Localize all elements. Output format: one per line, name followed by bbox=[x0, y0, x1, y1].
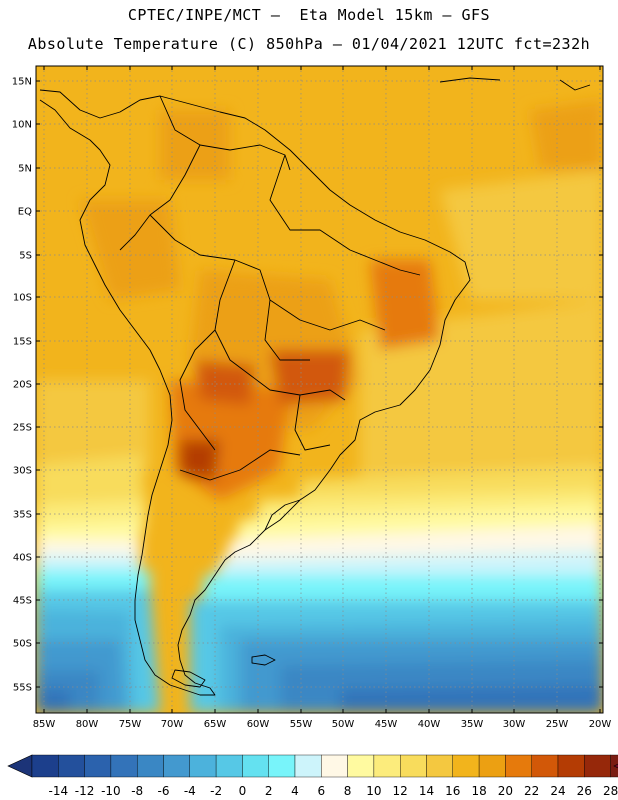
colorbar-swatch bbox=[426, 754, 453, 778]
colorbar bbox=[7, 754, 618, 778]
colorbar-label: 26 bbox=[577, 784, 592, 798]
colorbar-label: -14 bbox=[48, 784, 68, 798]
colorbar-label: 14 bbox=[419, 784, 434, 798]
lat-labels: 15N 10N 5N EQ 5S 10S 15S 20S 25S 30S 35S 40S 45S 50S 5… bbox=[12, 77, 32, 694]
lon-label: 20W bbox=[589, 719, 612, 730]
colorbar-label: -4 bbox=[184, 784, 196, 798]
colorbar-swatch bbox=[163, 754, 190, 778]
graticule bbox=[36, 66, 603, 713]
lat-label: 5N bbox=[18, 164, 32, 175]
colorbar-swatch bbox=[557, 754, 585, 778]
colorbar-label: 0 bbox=[239, 784, 247, 798]
lat-label: 15N bbox=[12, 77, 32, 88]
lon-label: 60W bbox=[247, 719, 270, 730]
colorbar-label: 10 bbox=[366, 784, 381, 798]
colorbar-label: -12 bbox=[75, 784, 95, 798]
map-title-line-1: CPTEC/INPE/MCT – Eta Model 15km – GFS bbox=[127, 6, 491, 24]
colorbar-swatch bbox=[478, 754, 506, 778]
lat-label: 20S bbox=[13, 380, 32, 391]
colorbar-swatch bbox=[31, 754, 59, 778]
lon-label: 80W bbox=[76, 719, 99, 730]
colorbar-swatch bbox=[452, 754, 480, 778]
lon-label: 55W bbox=[290, 719, 313, 730]
lon-tick-marks bbox=[43, 66, 601, 713]
colorbar-label: 4 bbox=[291, 784, 299, 798]
colorbar-labels: -14 -12 -10 -8 -6 -4 -2 0 2 4 6 8 10 12 14 16 18 20 22 24 26… bbox=[48, 784, 618, 798]
colorbar-swatch bbox=[321, 754, 348, 778]
lon-label: 40W bbox=[418, 719, 441, 730]
falklands bbox=[251, 654, 276, 666]
colorbar-label: 16 bbox=[445, 784, 460, 798]
colorbar-label: 2 bbox=[265, 784, 273, 798]
colorbar-swatch bbox=[531, 754, 559, 778]
colorbar-label: -10 bbox=[101, 784, 121, 798]
colorbar-label: -8 bbox=[131, 784, 143, 798]
lon-label: 65W bbox=[204, 719, 227, 730]
colorbar-swatch bbox=[189, 754, 217, 778]
colorbar-swatch bbox=[110, 754, 138, 778]
colorbar-swatch bbox=[373, 754, 401, 778]
lat-label: 25S bbox=[13, 423, 32, 434]
lat-label: 45S bbox=[13, 596, 32, 607]
colorbar-label: 18 bbox=[471, 784, 486, 798]
lon-label: 70W bbox=[161, 719, 184, 730]
lat-label: 5S bbox=[19, 251, 32, 262]
colorbar-label: -2 bbox=[210, 784, 222, 798]
temperature-field bbox=[36, 66, 603, 713]
lat-label: 50S bbox=[13, 639, 32, 650]
tierra-del-fuego bbox=[171, 669, 206, 688]
lon-label: 45W bbox=[375, 719, 398, 730]
lat-label: 35S bbox=[13, 510, 32, 521]
colorbar-swatch bbox=[58, 754, 85, 778]
colorbar-swatch bbox=[294, 754, 322, 778]
colorbar-label: 6 bbox=[317, 784, 325, 798]
colorbar-label: -6 bbox=[158, 784, 170, 798]
lat-label: 15S bbox=[13, 337, 32, 348]
colorbar-label: 20 bbox=[498, 784, 513, 798]
temperature-field-shading bbox=[36, 100, 603, 713]
lon-labels: 85W 80W 75W 70W 65W 60W 55W 50W 45W 40W 35W 30W 25W 2… bbox=[33, 719, 612, 730]
caribbean-islands bbox=[439, 77, 591, 91]
colorbar-swatch bbox=[347, 754, 375, 778]
lat-label: 55S bbox=[13, 683, 32, 694]
colorbar-swatch bbox=[584, 754, 611, 778]
colorbar-low-arrow bbox=[7, 754, 33, 778]
lat-label: EQ bbox=[18, 207, 32, 218]
colorbar-swatch bbox=[268, 754, 296, 778]
colorbar-swatch bbox=[242, 754, 269, 778]
lon-label: 50W bbox=[332, 719, 355, 730]
lon-label: 35W bbox=[461, 719, 484, 730]
lon-label: 30W bbox=[503, 719, 526, 730]
colorbar-label: 24 bbox=[550, 784, 565, 798]
south-america-outline bbox=[39, 89, 471, 696]
lat-label: 30S bbox=[13, 466, 32, 477]
colorbar-label: 12 bbox=[393, 784, 408, 798]
colorbar-swatch bbox=[84, 754, 112, 778]
lat-label: 40S bbox=[13, 553, 32, 564]
colorbar-swatch bbox=[136, 754, 164, 778]
country-borders bbox=[119, 95, 421, 531]
lat-label: 10S bbox=[13, 293, 32, 304]
colorbar-label: 28 bbox=[603, 784, 618, 798]
colorbar-label: 8 bbox=[344, 784, 352, 798]
map-frame bbox=[35, 65, 604, 714]
colorbar-swatch bbox=[400, 754, 427, 778]
lat-tick-marks bbox=[36, 80, 603, 688]
colorbar-swatch bbox=[215, 754, 243, 778]
map-title-line-2: Absolute Temperature (C) 850hPa – 01/04/… bbox=[27, 35, 591, 53]
coastlines bbox=[39, 77, 591, 696]
colorbar-high-arrow bbox=[613, 763, 618, 769]
lon-label: 25W bbox=[546, 719, 569, 730]
lat-label: 10N bbox=[12, 120, 32, 131]
lon-label: 85W bbox=[33, 719, 56, 730]
colorbar-swatch bbox=[505, 754, 532, 778]
lon-label: 75W bbox=[119, 719, 142, 730]
colorbar-label: 22 bbox=[524, 784, 539, 798]
